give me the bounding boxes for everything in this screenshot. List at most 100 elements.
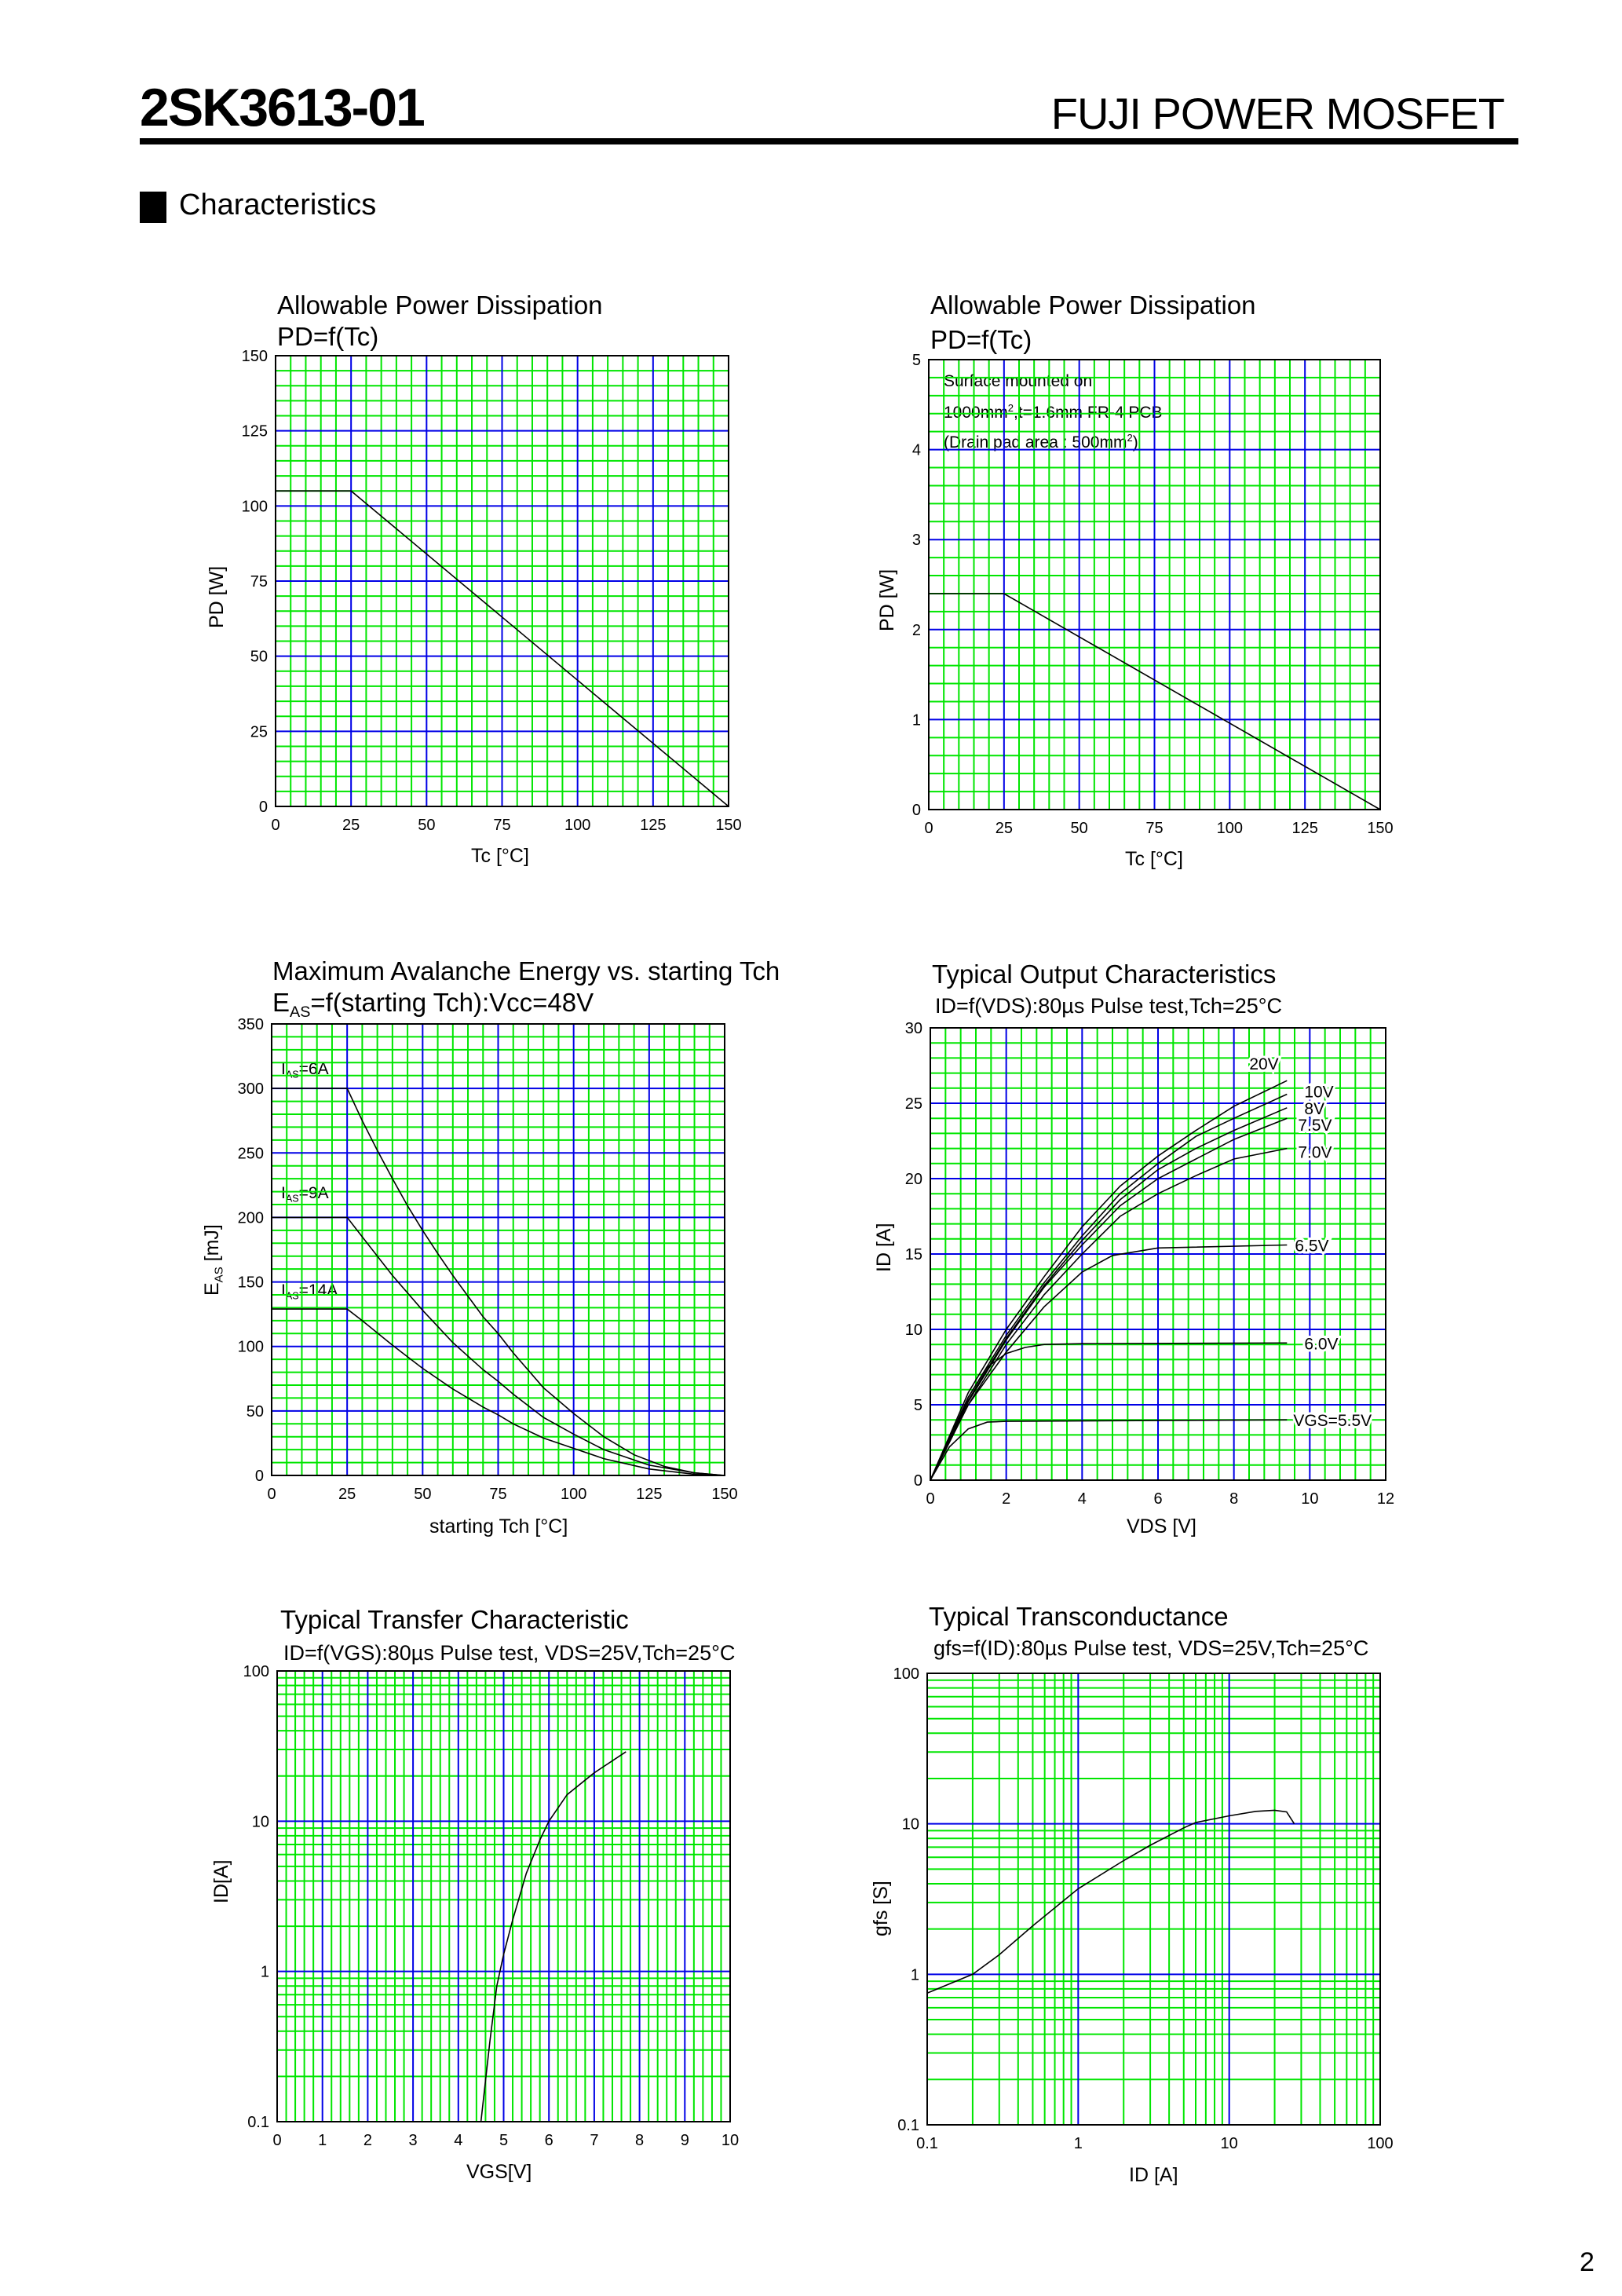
x-tick-label: 9	[681, 2132, 689, 2149]
series-label: 7.0V	[1298, 1144, 1332, 1162]
x-tick-label: 5	[499, 2132, 508, 2149]
chart6-subtitle: gfs=f(ID):80µs Pulse test, VDS=25V,Tch=2…	[933, 1636, 1369, 1660]
y-tick-label: 125	[242, 423, 268, 441]
x-tick-label: 125	[636, 1486, 662, 1503]
x-tick-label: 25	[338, 1486, 356, 1503]
y-tick-label: 20	[905, 1171, 922, 1188]
plot-frame	[928, 359, 1381, 810]
x-tick-label: 50	[414, 1486, 431, 1503]
plot-frame	[926, 1673, 1381, 2126]
x-tick-label: 1	[318, 2132, 327, 2149]
brand-title: FUJI POWER MOSFET	[1050, 89, 1505, 138]
x-tick-label: 25	[995, 820, 1013, 837]
plot-frame	[271, 1023, 725, 1476]
chart2-note-line2: 1000mm2,t=1.6mm FR-4 PCB	[944, 402, 1163, 422]
chart1-subtitle: PD=f(Tc)	[277, 322, 379, 351]
x-tick-label: 2	[1002, 1490, 1010, 1508]
y-tick-label: 100	[238, 1339, 264, 1356]
y-tick-label: 1	[912, 711, 921, 729]
chart2-subtitle: PD=f(Tc)	[930, 325, 1032, 354]
chart2-note-line1: Surface mounted on	[944, 372, 1093, 391]
y-tick-label: 10	[905, 1322, 922, 1339]
x-tick-label: 25	[342, 817, 360, 834]
y-tick-label: 1	[261, 1964, 269, 1981]
y-tick-label: 50	[247, 1403, 264, 1420]
series-label: 10V	[1304, 1083, 1333, 1101]
plot-frame	[276, 1670, 731, 2122]
x-tick-label: 6	[1153, 1490, 1162, 1508]
x-tick-label: 10	[1301, 1490, 1318, 1508]
y-tick-label: 1	[911, 1966, 919, 1983]
y-tick-label: 30	[905, 1020, 922, 1037]
series-curve	[926, 1809, 1295, 1994]
x-tick-label: 1	[1074, 2135, 1083, 2152]
x-tick-label: 12	[1377, 1490, 1394, 1508]
x-tick-label: 4	[1078, 1490, 1087, 1508]
y-tick-label: 75	[250, 573, 268, 590]
x-tick-label: 8	[635, 2132, 644, 2149]
y-tick-label: 10	[252, 1813, 269, 1830]
x-tick-label: 6	[545, 2132, 553, 2149]
y-tick-label: 10	[902, 1816, 919, 1834]
x-tick-label: 10	[721, 2132, 739, 2149]
chart3-xlabel: starting Tch [°C]	[429, 1515, 568, 1537]
series-curve	[930, 1244, 1288, 1481]
series-curve	[272, 1088, 725, 1476]
chart4-xlabel: VDS [V]	[1127, 1515, 1196, 1537]
y-tick-label: 200	[238, 1209, 264, 1227]
x-tick-label: 7	[590, 2132, 598, 2149]
chart2-xlabel: Tc [°C]	[1125, 848, 1183, 870]
y-tick-label: 0	[255, 1468, 264, 1485]
chart4-title: Typical Output Characteristics	[932, 960, 1277, 989]
y-tick-label: 0	[912, 802, 921, 819]
part-number: 2SK3613-01	[140, 78, 426, 137]
header-rule	[140, 138, 1518, 144]
x-tick-label: 75	[493, 817, 510, 834]
y-tick-label: 0	[259, 799, 268, 816]
series-label: 6.5V	[1295, 1237, 1328, 1255]
x-tick-label: 50	[1071, 820, 1088, 837]
x-tick-label: 100	[561, 1486, 586, 1503]
x-tick-label: 75	[489, 1486, 506, 1503]
plot-frame	[275, 355, 729, 807]
x-tick-label: 10	[1221, 2135, 1238, 2152]
chart6-title: Typical Transconductance	[929, 1602, 1229, 1631]
y-tick-label: 5	[912, 352, 921, 369]
chart5-subtitle: ID=f(VGS):80µs Pulse test, VDS=25V,Tch=2…	[283, 1641, 736, 1665]
x-tick-label: 0	[271, 817, 279, 834]
y-tick-label: 2	[912, 622, 921, 639]
series-label: 20V	[1249, 1055, 1278, 1073]
x-tick-label: 150	[711, 1486, 737, 1503]
x-tick-label: 125	[1291, 820, 1317, 837]
series-curve	[272, 1216, 725, 1476]
x-tick-label: 8	[1229, 1490, 1238, 1508]
x-tick-label: 100	[1367, 2135, 1393, 2152]
chart1-xlabel: Tc [°C]	[471, 845, 529, 867]
y-tick-label: 25	[905, 1095, 922, 1113]
x-tick-label: 150	[1367, 820, 1393, 837]
x-tick-label: 0.1	[916, 2135, 938, 2152]
y-tick-label: 25	[250, 723, 268, 740]
series-curve	[929, 593, 1381, 810]
x-tick-label: 2	[363, 2132, 372, 2149]
page-number: 2	[1580, 2247, 1595, 2277]
x-tick-label: 4	[454, 2132, 462, 2149]
x-tick-label: 0	[267, 1486, 276, 1503]
chart1-title: Allowable Power Dissipation	[277, 291, 603, 320]
y-tick-label: 150	[238, 1274, 264, 1292]
chart4-subtitle: ID=f(VDS):80µs Pulse test,Tch=25°C	[935, 994, 1283, 1018]
y-tick-label: 0	[914, 1472, 922, 1490]
y-tick-label: 100	[243, 1663, 269, 1680]
x-tick-label: 0	[272, 2132, 281, 2149]
y-tick-label: 150	[242, 348, 268, 365]
y-tick-label: 0.1	[897, 2117, 919, 2134]
x-tick-label: 125	[640, 817, 666, 834]
y-tick-label: 4	[912, 442, 921, 459]
series-label: VGS=5.5V	[1293, 1412, 1372, 1430]
x-tick-label: 100	[1217, 820, 1243, 837]
x-tick-label: 150	[715, 817, 741, 834]
series-label: 7.5V	[1298, 1117, 1332, 1135]
chart5-xlabel: VGS[V]	[466, 2161, 532, 2183]
x-tick-label: 0	[926, 1490, 934, 1508]
